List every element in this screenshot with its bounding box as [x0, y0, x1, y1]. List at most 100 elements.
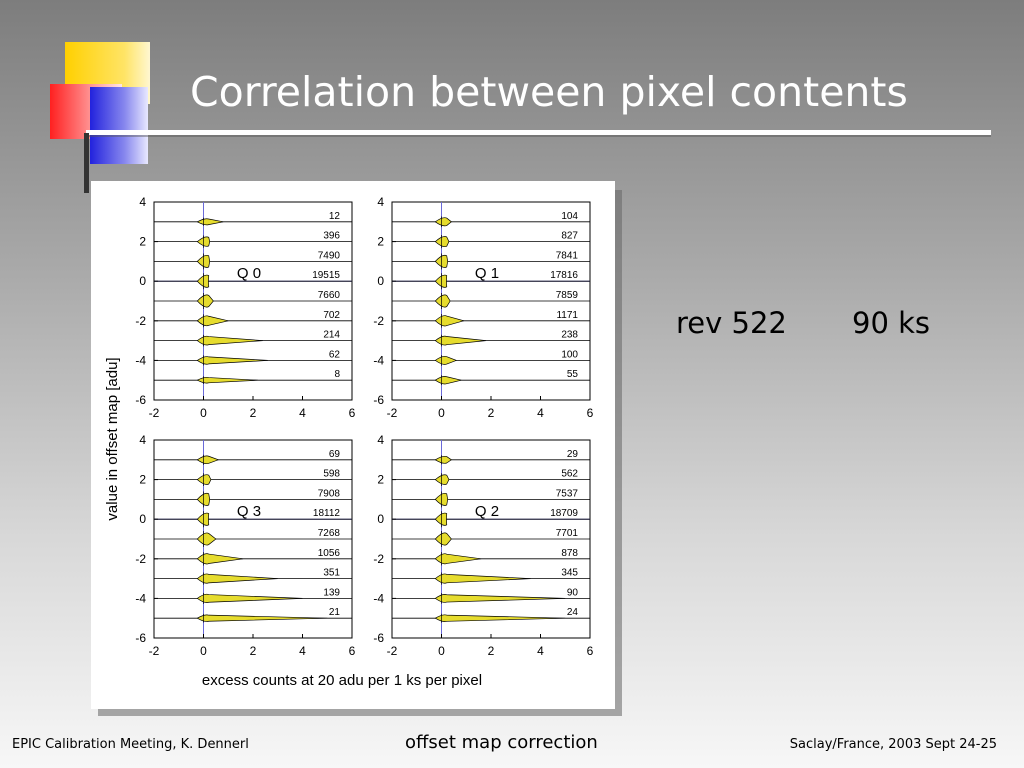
q0-row-count: 62	[329, 349, 341, 360]
q2-xtick-label: -2	[387, 644, 398, 658]
q3-row-count: 18112	[313, 508, 341, 519]
q2-violin	[434, 594, 566, 603]
q0-ytick-label: -6	[135, 393, 146, 407]
q0-xtick-label: 6	[349, 406, 356, 420]
q3-violin	[196, 455, 220, 465]
logo-blue-square	[90, 87, 148, 164]
x-axis-title: excess counts at 20 adu per 1 ks per pix…	[202, 672, 482, 689]
q2-violin	[434, 553, 482, 565]
q0-violin	[196, 218, 224, 226]
q2-violin	[434, 512, 448, 526]
q3-xtick-label: 6	[349, 644, 356, 658]
q0-row-count: 7660	[318, 290, 341, 301]
q0-violin	[196, 376, 258, 384]
q0-violin	[196, 274, 210, 288]
q3-row-count: 351	[323, 568, 340, 579]
q3-violin	[196, 573, 278, 584]
q1-row-count: 100	[561, 349, 578, 360]
q2-ytick-label: -4	[373, 591, 384, 605]
q2-ytick-label: 0	[377, 512, 384, 526]
q2-ytick-label: 2	[377, 473, 384, 487]
q3-quadrant-label: Q 3	[237, 503, 261, 520]
q2-row-count: 18709	[550, 508, 578, 519]
q0-row-count: 396	[323, 231, 340, 242]
q1-xtick-label: 2	[488, 406, 495, 420]
q2-ytick-label: -2	[373, 552, 384, 566]
q0-row-count: 8	[334, 369, 340, 380]
q3-row-count: 7268	[318, 528, 341, 539]
vertical-rule	[84, 133, 89, 193]
q1-violin	[434, 376, 462, 385]
q0-ytick-label: -4	[135, 353, 146, 367]
q3-ytick-label: -2	[135, 552, 146, 566]
q1-violin	[434, 315, 466, 327]
q2-violin	[434, 455, 453, 464]
q0-ytick-label: 0	[139, 274, 146, 288]
q2-quadrant-label: Q 2	[475, 503, 499, 520]
q0-row-count: 702	[323, 310, 340, 321]
q0-xtick-label: 2	[250, 406, 257, 420]
q1-ytick-label: 0	[377, 274, 384, 288]
q0-row-count: 7490	[318, 250, 341, 261]
q1-xtick-label: 6	[587, 406, 594, 420]
q3-violin	[196, 614, 328, 622]
q2-row-count: 562	[561, 469, 578, 480]
q3-row-count: 69	[329, 449, 341, 460]
footer-left: EPIC Calibration Meeting, K. Dennerl	[12, 737, 249, 752]
q2-xtick-label: 4	[537, 644, 544, 658]
q1-ytick-label: 2	[377, 235, 384, 249]
q2-violin	[434, 532, 452, 546]
q2-violin	[434, 474, 450, 485]
q0-violin	[196, 356, 268, 365]
q3-xtick-label: 0	[200, 644, 207, 658]
footer-right: Saclay/France, 2003 Sept 24-25	[789, 737, 997, 752]
q1-ytick-label: -6	[373, 393, 384, 407]
q3-ytick-label: 0	[139, 512, 146, 526]
q3-violin	[196, 512, 210, 526]
q2-row-count: 90	[567, 587, 579, 598]
q3-row-count: 21	[329, 607, 341, 618]
q1-row-count: 17816	[550, 270, 578, 281]
q3-row-count: 1056	[318, 548, 341, 559]
q0-quadrant-label: Q 0	[237, 265, 261, 282]
q1-ytick-label: 4	[377, 195, 384, 209]
q1-violin	[434, 294, 451, 308]
q3-ytick-label: -6	[135, 631, 146, 645]
q1-xtick-label: 0	[438, 406, 445, 420]
q3-violin	[196, 593, 303, 603]
q3-ytick-label: 4	[139, 433, 146, 447]
q1-ytick-label: -4	[373, 353, 384, 367]
q2-xtick-label: 0	[438, 644, 445, 658]
q0-ytick-label: -2	[135, 314, 146, 328]
q0-xtick-label: 4	[299, 406, 306, 420]
q1-row-count: 1171	[556, 310, 578, 321]
title-rule-shadow	[86, 135, 991, 137]
q1-row-count: 104	[561, 211, 578, 222]
q1-xtick-label: 4	[537, 406, 544, 420]
q2-row-count: 7701	[556, 528, 579, 539]
q0-row-count: 12	[329, 211, 341, 222]
q3-xtick-label: 4	[299, 644, 306, 658]
q1-violin	[434, 217, 452, 227]
q2-row-count: 24	[567, 607, 579, 618]
q2-violin	[434, 573, 531, 584]
annotation-exposure: 90 ks	[852, 306, 931, 340]
q3-violin	[196, 553, 244, 565]
q2-xtick-label: 6	[587, 644, 594, 658]
annotation-revolution: rev 522	[676, 306, 787, 340]
q3-xtick-label: -2	[149, 644, 160, 658]
q0-violin	[196, 315, 229, 327]
q0-ytick-label: 4	[139, 195, 146, 209]
chart-figure: -2 0 2 4 6 4 2 0 -2 -4 -6 12 396 7490 19515 7660 702 214 6…	[91, 181, 615, 709]
q2-row-count: 345	[561, 568, 578, 579]
q2-ytick-label: -6	[373, 631, 384, 645]
q0-violin	[196, 335, 263, 346]
q0-xtick-label: -2	[149, 406, 160, 420]
q3-ytick-label: -4	[135, 591, 146, 605]
q3-violin	[196, 532, 217, 546]
q0-row-count: 214	[323, 330, 340, 341]
q1-xtick-label: -2	[387, 406, 398, 420]
title-rule	[86, 130, 991, 135]
q0-ytick-label: 2	[139, 235, 146, 249]
q1-row-count: 7859	[556, 290, 579, 301]
